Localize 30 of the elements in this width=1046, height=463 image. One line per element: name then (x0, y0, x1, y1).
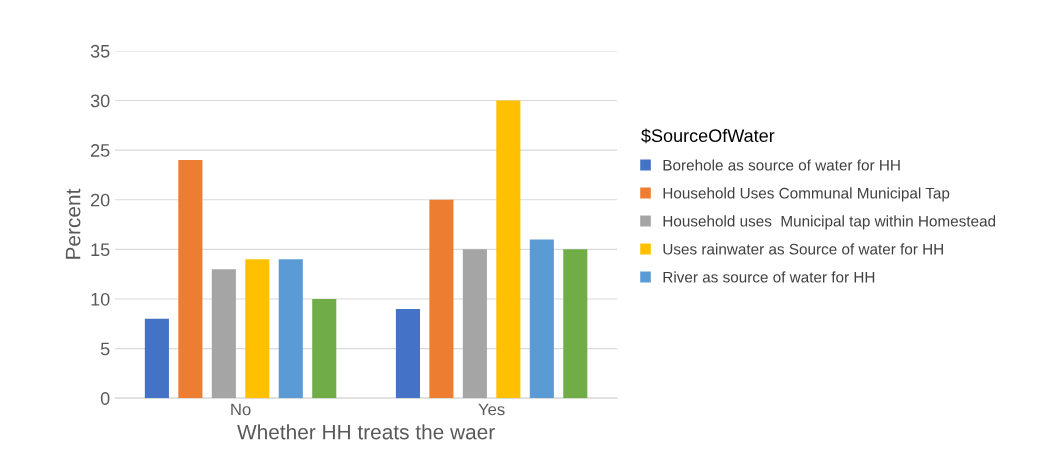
bar (144, 318, 169, 399)
legend-label: River as source of water for HH (663, 271, 875, 283)
bar (496, 100, 521, 399)
bar (529, 239, 554, 399)
y-tick-label: 35 (90, 44, 110, 58)
y-tick-label: 20 (91, 193, 110, 207)
legend-label: Uses rainwater as Source of water for HH (663, 243, 943, 255)
bar (178, 160, 203, 399)
bar (312, 298, 337, 399)
legend-label: Household uses Municipal tap within Homestead (663, 215, 996, 230)
bar (462, 249, 487, 399)
y-tick-label: 15 (91, 243, 110, 257)
y-tick-label: 30 (90, 94, 110, 108)
bar (563, 249, 588, 399)
legend-title: $SourceOfWater (641, 128, 775, 144)
y-tick-label: 10 (91, 292, 110, 306)
x-tick-label: Yes (478, 403, 505, 416)
legend-label: Borehole as source of water for HH (663, 159, 900, 171)
y-tick-label: 5 (100, 342, 110, 356)
legend-label: Household Uses Communal Municipal Tap (663, 187, 950, 202)
bar (278, 259, 303, 399)
x-tick-label: No (231, 403, 251, 416)
bar (211, 269, 236, 399)
y-tick-label: 0 (100, 392, 110, 405)
bar (429, 199, 454, 399)
x-axis-title: Whether HH treats the waer (237, 424, 495, 440)
bar (395, 308, 420, 399)
bar (245, 259, 270, 399)
y-tick-label: 25 (91, 144, 110, 157)
y-axis-title: Percent (65, 188, 81, 259)
